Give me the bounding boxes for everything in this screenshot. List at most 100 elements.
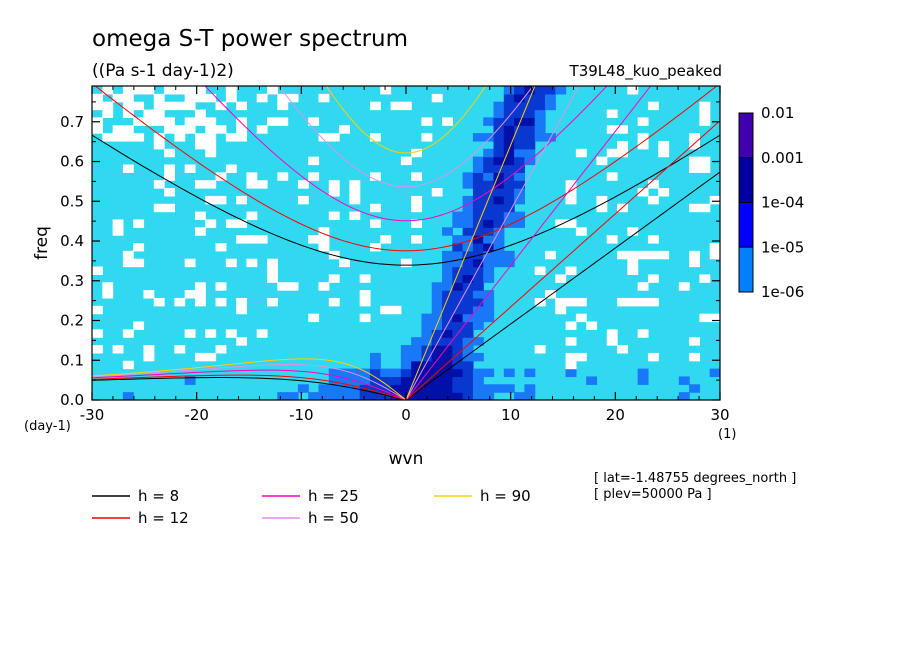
heatmap-cell [555,297,567,307]
heatmap-cell [122,392,134,400]
curve-kelvin-h12 [405,120,720,400]
heatmap-cell [442,290,453,299]
heatmap-cell [586,321,598,330]
heatmap-cell [514,109,525,118]
heatmap-cell [462,352,474,362]
heatmap-cell [236,235,248,244]
heatmap-cell [194,133,206,142]
legend-label: h = 8 [138,487,179,505]
colorbar-band [738,112,754,159]
heatmap-cell [400,345,412,354]
heatmap-cell [534,93,546,103]
heatmap-cell [122,258,134,268]
heatmap-cell [483,156,495,166]
heatmap-cell [699,274,711,283]
heatmap-cell [328,384,340,393]
heatmap-cell [339,125,350,134]
heatmap-cell [472,211,484,221]
heatmap-cell [472,180,484,189]
heatmap-cell [462,313,474,323]
heatmap-cell [627,86,639,95]
heatmap-cell [544,93,556,103]
heatmap-cell [699,313,711,323]
heatmap-cell [143,290,155,299]
heatmap-cell [483,211,495,221]
heatmap-cell [411,235,423,244]
colorbar: 1e-06 1e-05 1e-04 0.001 0.01 [738,104,804,301]
x-tick-label: 0 [401,406,411,424]
heatmap-cell [246,211,258,221]
heatmap-cell [205,195,217,205]
heatmap-cell [328,376,340,385]
heatmap-cell [534,133,546,142]
heatmap-cell [689,337,701,346]
heatmap-cell [431,337,443,346]
heatmap-cell [369,101,381,111]
heatmap-cell [483,172,495,181]
heatmap-cell [534,109,546,118]
heatmap-cell [637,133,649,142]
heatmap-cell [215,297,227,307]
heatmap-cell [164,164,175,173]
heatmap-cell [555,305,567,315]
heatmap-cell [411,195,423,205]
heatmap-cell [359,297,371,307]
heatmap-cell [164,188,175,197]
heatmap-cell [194,290,206,299]
heatmap-cell [205,352,217,362]
heatmap-cell [503,133,515,142]
heatmap-cell [215,195,227,205]
heatmap-cell [534,86,546,95]
heatmap-cell [431,93,443,103]
heatmap-cell [658,188,670,197]
heatmap-cell [431,376,443,385]
heatmap-cell [565,180,577,189]
heatmap-cell [184,101,196,111]
heatmap-cell [153,117,165,126]
plev-annotation: [ plev=50000 Pa ] [594,487,712,502]
heatmap-cell [256,235,268,244]
y-tick-label: 0.7 [60,113,84,131]
heatmap-cell [112,125,124,134]
heatmap-cell [133,321,145,330]
heatmap-cell [555,86,567,95]
heatmap-cell [369,352,381,362]
heatmap-cell [102,86,114,95]
x-tick-label: 30 [710,406,729,424]
heatmap-cell [606,337,618,346]
heatmap-cell [359,274,371,283]
heatmap-cell [462,321,474,330]
heatmap-cell [92,266,103,275]
heatmap-cell [462,360,474,370]
heatmap-cell [524,125,536,134]
heatmap-cell [184,329,196,338]
heatmap-cell [225,86,237,95]
heatmap-cell [369,243,381,252]
heatmap-cell [277,392,289,400]
heatmap-cell [555,219,567,228]
heatmap-cell [565,360,577,370]
heatmap-cell [596,156,608,166]
heatmap-cell [472,376,484,385]
heatmap-cell [452,352,464,362]
heatmap-cell [225,258,237,268]
heatmap-cell [514,180,525,189]
heatmap-cell [452,211,464,221]
heatmap-cell [215,282,227,291]
heatmap-cell [606,148,618,158]
heatmap-cell [205,219,217,228]
heatmap-cell [514,125,525,134]
heatmap-cell [411,384,423,393]
heatmap-cell [483,313,495,323]
heatmap-cell [483,250,495,260]
heatmap-cell [411,368,423,378]
heatmap-cell [205,329,217,338]
heatmap-cell [122,109,134,118]
heatmap-cell [534,266,546,275]
heatmap-cell [565,321,577,330]
heatmap-cell [452,345,464,354]
heatmap-cell [483,235,495,244]
heatmap-cell [699,203,711,213]
heatmap-cell [308,156,320,166]
